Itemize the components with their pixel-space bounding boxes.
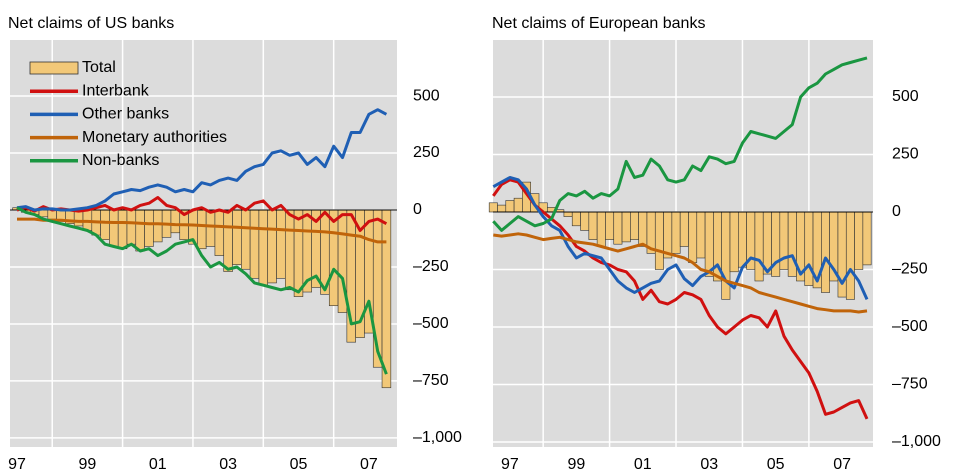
bar xyxy=(232,209,242,265)
bar xyxy=(621,211,631,243)
bar xyxy=(170,209,181,234)
line-series xyxy=(492,56,868,232)
bar xyxy=(241,209,251,270)
bar xyxy=(563,211,573,217)
line-series xyxy=(16,206,388,375)
y-tick-label: –500 xyxy=(892,318,928,335)
bar xyxy=(205,209,216,247)
bar xyxy=(284,209,295,291)
bar xyxy=(505,200,515,213)
y-tick-label: –750 xyxy=(892,376,928,393)
legend-label: Non-banks xyxy=(82,152,159,169)
bar xyxy=(804,211,814,286)
bar xyxy=(630,211,639,240)
y-tick-label: 0 xyxy=(892,203,901,220)
bar xyxy=(721,211,731,300)
legend-label: Total xyxy=(82,59,116,76)
bar xyxy=(688,211,698,263)
line-series xyxy=(492,178,869,420)
line-series xyxy=(16,196,388,232)
legend-label: Interbank xyxy=(82,82,150,99)
x-tick-label: 99 xyxy=(79,456,97,473)
legend-label: Monetary authorities xyxy=(82,129,227,146)
x-tick-label: 01 xyxy=(634,456,652,473)
bar xyxy=(588,211,598,240)
bar xyxy=(821,211,830,293)
x-tick-label: 05 xyxy=(290,456,308,473)
x-tick-label: 05 xyxy=(767,456,785,473)
bar xyxy=(738,211,747,268)
bar xyxy=(638,211,648,247)
y-tick-label: –1,000 xyxy=(413,429,462,446)
line-series xyxy=(17,217,387,244)
bar xyxy=(580,211,590,231)
x-tick-label: 07 xyxy=(833,456,851,473)
legend-label: Other banks xyxy=(82,106,169,123)
y-tick-label: 500 xyxy=(892,88,919,105)
y-tick-label: 0 xyxy=(413,201,422,218)
bar xyxy=(135,209,145,252)
x-tick-label: 07 xyxy=(360,456,378,473)
bar xyxy=(762,211,772,275)
bar xyxy=(144,209,154,247)
line-series xyxy=(493,232,868,314)
bar xyxy=(267,209,277,284)
x-tick-label: 03 xyxy=(700,456,718,473)
y-tick-label: –250 xyxy=(413,258,449,275)
bar xyxy=(497,204,507,213)
bar xyxy=(109,209,119,247)
x-tick-label: 97 xyxy=(8,456,26,473)
bar xyxy=(488,202,498,213)
bar xyxy=(671,211,681,254)
bar xyxy=(381,209,392,389)
line-series xyxy=(492,176,869,301)
x-tick-label: 03 xyxy=(219,456,237,473)
bar xyxy=(613,211,623,245)
bar xyxy=(729,211,739,273)
y-tick-label: –250 xyxy=(892,261,928,278)
bar xyxy=(854,211,864,270)
x-tick-label: 97 xyxy=(501,456,519,473)
bar xyxy=(100,209,110,240)
bar xyxy=(754,211,764,282)
bar xyxy=(117,209,128,250)
x-tick-label: 01 xyxy=(149,456,167,473)
y-tick-label: –500 xyxy=(413,315,449,332)
bar xyxy=(679,211,689,247)
x-tick-label: 99 xyxy=(567,456,585,473)
bar xyxy=(126,209,137,245)
bar xyxy=(197,209,207,250)
bar xyxy=(258,209,269,286)
y-tick-label: –750 xyxy=(413,372,449,389)
bar xyxy=(596,211,606,247)
bar xyxy=(38,209,49,218)
chart-title: Net claims of European banks xyxy=(492,15,705,32)
y-tick-label: 500 xyxy=(413,87,440,104)
y-tick-label: 250 xyxy=(413,144,440,161)
bar xyxy=(605,211,615,240)
bar xyxy=(513,197,523,213)
legend-swatch xyxy=(29,61,79,75)
bar xyxy=(214,209,225,256)
bar xyxy=(787,211,797,277)
y-tick-label: 250 xyxy=(892,146,919,163)
bar xyxy=(654,211,664,270)
bar xyxy=(223,209,233,272)
bar xyxy=(153,209,163,243)
bar xyxy=(571,211,581,227)
bar xyxy=(249,209,260,279)
bar xyxy=(704,211,714,277)
bar xyxy=(328,209,339,307)
chart-title: Net claims of US banks xyxy=(8,15,174,32)
y-tick-label: –1,000 xyxy=(892,433,941,450)
bar xyxy=(862,211,872,266)
bar xyxy=(276,209,286,279)
bar xyxy=(845,211,855,300)
bar xyxy=(293,209,304,297)
bar xyxy=(696,211,706,259)
line-series xyxy=(16,108,388,212)
